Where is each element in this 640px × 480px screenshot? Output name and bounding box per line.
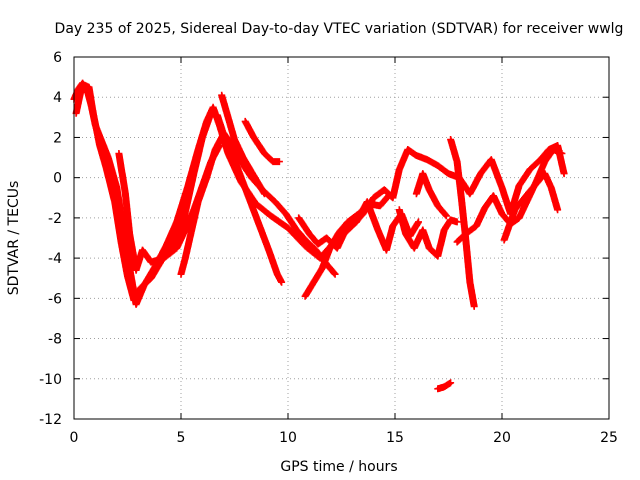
x-tick-label: 5 xyxy=(177,430,186,446)
x-tick-label: 10 xyxy=(279,430,297,446)
series-segment-marks xyxy=(434,379,455,393)
y-tick-label: 2 xyxy=(53,130,62,146)
y-axis-label: SDTVAR / TECUs xyxy=(6,181,22,296)
series-layer xyxy=(70,79,568,393)
y-tick-label: -8 xyxy=(48,332,62,348)
series-sdtvar xyxy=(70,79,568,393)
x-tick-label: 20 xyxy=(493,430,511,446)
y-tick-label: 4 xyxy=(53,90,62,106)
y-tick-label: 6 xyxy=(53,50,62,66)
x-tick-label: 15 xyxy=(386,430,404,446)
series-segment-marks xyxy=(218,91,268,198)
series-segment-marks xyxy=(72,81,286,304)
y-tick-label: -6 xyxy=(48,291,62,307)
series-segment-marks xyxy=(115,142,223,274)
series-segment-marks xyxy=(395,206,461,260)
y-tick-label: 0 xyxy=(53,171,62,187)
y-tick-label: -10 xyxy=(39,372,62,388)
series-segment-marks xyxy=(412,170,450,220)
chart-title: Day 235 of 2025, Sidereal Day-to-day VTE… xyxy=(55,21,624,37)
series-segment-marks xyxy=(241,117,283,166)
x-axis-label: GPS time / hours xyxy=(280,459,397,475)
x-tick-label: 25 xyxy=(600,430,618,446)
y-tick-label: -4 xyxy=(48,251,62,267)
y-tick-label: -12 xyxy=(39,412,62,428)
y-tick-label: -2 xyxy=(48,211,62,227)
x-tick-label: 0 xyxy=(70,430,79,446)
plot-frame xyxy=(73,56,610,420)
series-segment-marks xyxy=(500,170,562,244)
